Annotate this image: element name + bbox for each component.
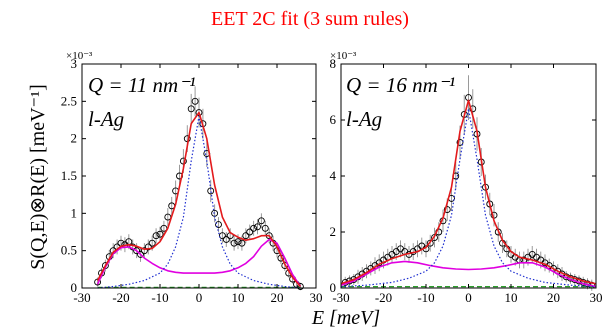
- right-y-tick-label: 0: [330, 280, 337, 295]
- right-x-tick-label: -20: [375, 290, 392, 305]
- left-multiplier: ×10⁻³: [66, 50, 93, 62]
- right-side-components-curve: [340, 260, 597, 288]
- right-x-tick-label: 30: [590, 290, 603, 305]
- right-q-label: Q = 16 nm⁻¹: [346, 73, 455, 97]
- right-total-fit-curve: [340, 99, 597, 285]
- left-data-point: [195, 109, 203, 116]
- left-data-point: [133, 247, 141, 255]
- left-data-point: [257, 217, 265, 225]
- left-data-point: [187, 105, 195, 113]
- left-data-point: [215, 221, 222, 228]
- right-x-tick-label: -30: [332, 290, 349, 305]
- left-data-point: [222, 236, 230, 243]
- left-data-point: [296, 283, 304, 290]
- left-data-point: [246, 228, 254, 236]
- left-panel: -30 -20 -10 0 10 20 30 0 0.5 1 1.5 2 2.5 3 ×10⁻³ Q = …: [61, 50, 323, 305]
- left-data-point: [144, 243, 152, 251]
- right-data-point: [443, 206, 451, 214]
- left-y-tick-label: 0.5: [61, 243, 77, 258]
- left-material-label: l-Ag: [88, 107, 124, 131]
- left-y-tick-label: 2: [71, 131, 78, 146]
- right-multiplier: ×10⁻³: [330, 50, 357, 62]
- right-material-label: l-Ag: [346, 107, 382, 131]
- right-x-tick-label: 20: [547, 290, 560, 305]
- left-y-tick-label: 0: [71, 280, 78, 295]
- left-side-components-curve: [96, 238, 302, 287]
- left-data-point: [250, 224, 258, 232]
- left-data-point: [148, 239, 156, 247]
- left-x-tick-label: -20: [112, 290, 129, 305]
- right-ticks-layer: -30 -20 -10 0 10 20 30 0 2 4 6 8: [330, 56, 603, 305]
- right-x-tick-label: 10: [505, 290, 518, 305]
- left-y-tick-label: 1: [71, 205, 78, 220]
- figure-title: EET 2C fit (3 sum rules): [211, 8, 409, 30]
- left-data-point: [152, 232, 160, 240]
- right-data-point: [469, 105, 477, 113]
- left-ticks-layer: -30 -20 -10 0 10 20 30 0 0.5 1 1.5 2 2.5 3: [61, 56, 323, 305]
- left-data-point: [191, 97, 199, 105]
- left-data-point: [207, 187, 215, 195]
- right-y-tick-label: 8: [330, 56, 337, 71]
- right-data-point: [426, 239, 434, 247]
- left-data-point: [238, 239, 246, 247]
- left-data-point: [234, 238, 242, 246]
- left-q-label: Q = 11 nm⁻¹: [88, 73, 196, 97]
- left-plot-layer: [94, 86, 304, 291]
- x-axis-label: E [meV]: [311, 307, 380, 329]
- left-x-tick-label: 30: [310, 290, 323, 305]
- left-data-point: [137, 250, 144, 258]
- left-data-point: [156, 230, 164, 238]
- left-data-point: [140, 247, 148, 255]
- left-y-tick-label: 3: [71, 56, 78, 71]
- right-x-tick-label: 0: [465, 290, 472, 305]
- right-y-tick-label: 4: [330, 168, 337, 183]
- left-x-tick-label: -10: [151, 290, 168, 305]
- left-x-tick-label: -30: [73, 290, 90, 305]
- left-y-tick-label: 2.5: [61, 93, 77, 108]
- left-data-point: [218, 232, 226, 240]
- y-axis-label: S(Q,E)⊗R(E) [meV⁻¹]: [27, 84, 49, 270]
- left-central-component-curve: [97, 115, 301, 289]
- right-y-tick-label: 6: [330, 112, 337, 127]
- left-x-tick-label: 20: [271, 290, 284, 305]
- left-total-fit-curve: [96, 111, 302, 288]
- right-data-point: [456, 138, 464, 146]
- left-data-point: [230, 239, 238, 247]
- right-y-tick-label: 2: [330, 224, 337, 239]
- left-y-tick-label: 1.5: [61, 168, 77, 183]
- left-x-tick-label: 0: [196, 290, 203, 305]
- left-x-tick-label: 10: [232, 290, 245, 305]
- left-data-point: [261, 224, 269, 232]
- left-data-point: [242, 232, 250, 240]
- left-data-point: [254, 223, 261, 231]
- right-x-tick-label: -10: [417, 290, 434, 305]
